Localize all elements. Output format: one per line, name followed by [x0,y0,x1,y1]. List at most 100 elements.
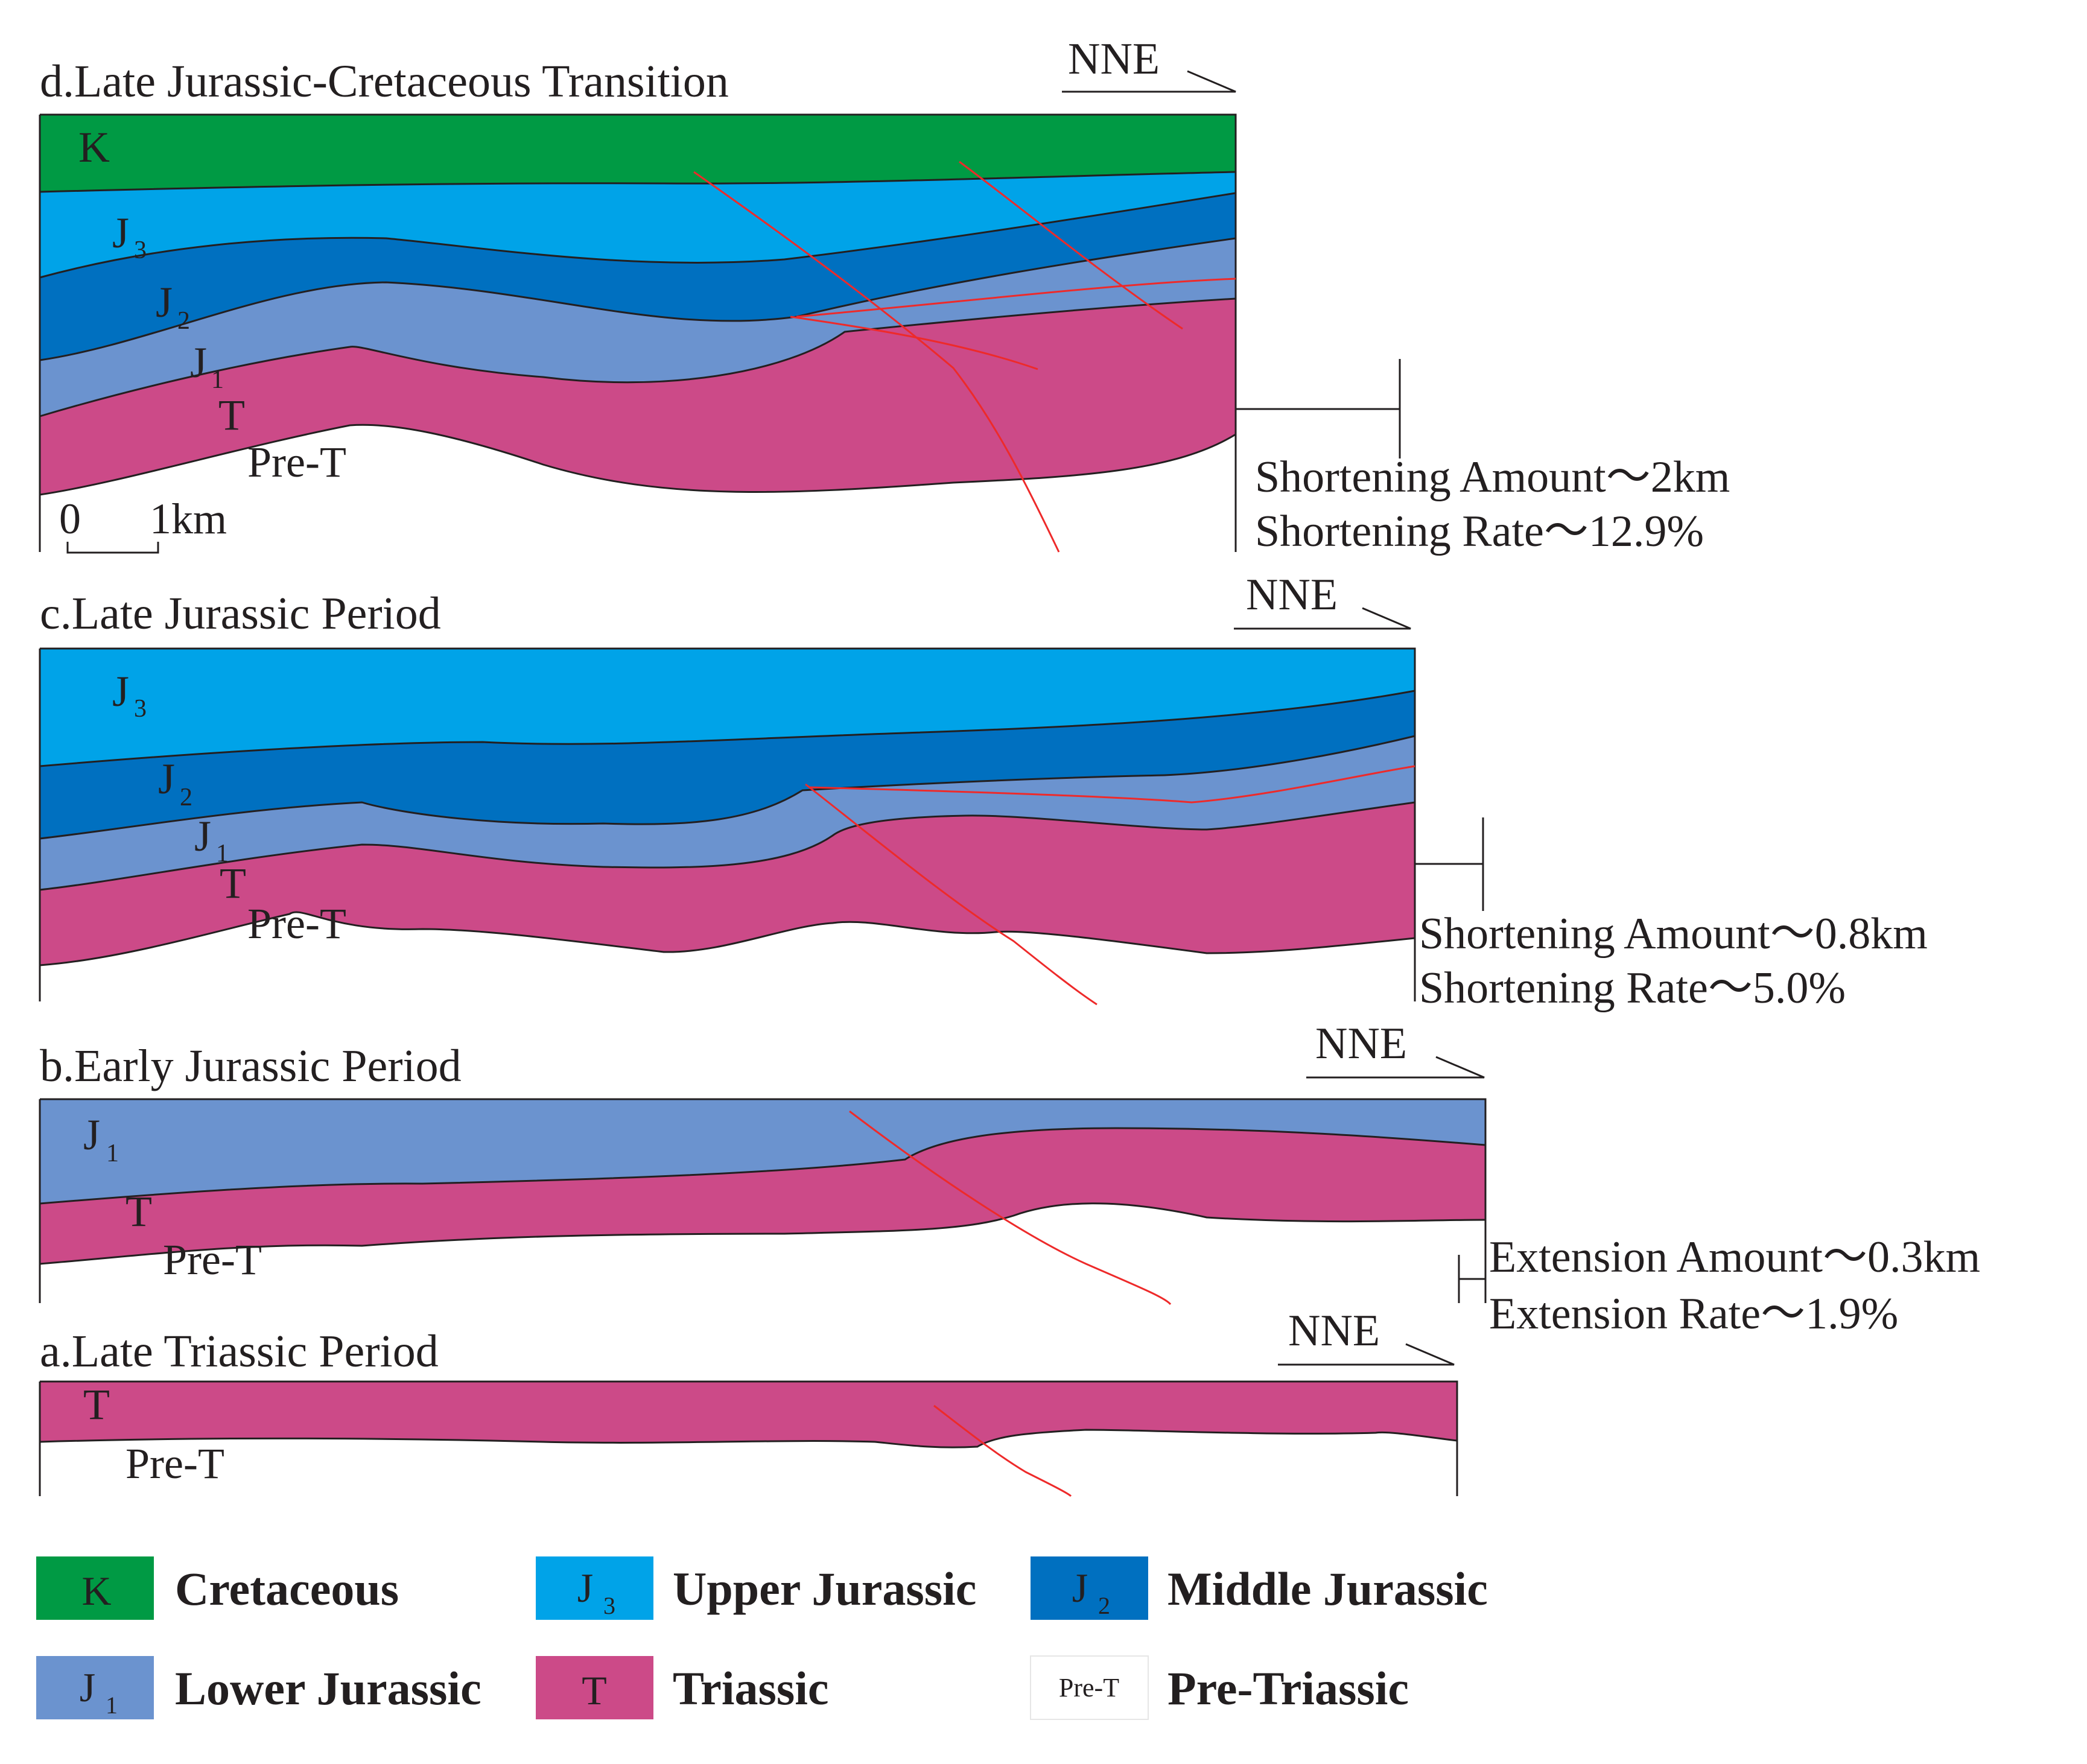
legend-item-middle-jurassic: J 2 Middle Jurassic [1031,1556,1488,1620]
panel-b-extension-amount: Extension Amount～0.3km [1489,1233,1980,1282]
legend-label-triassic: Triassic [673,1662,829,1715]
panel-d-label-j2: J [156,278,173,326]
panel-c-label-pret: Pre-T [247,899,346,948]
panel-c-label-j2-sub: 2 [180,784,192,811]
panel-c-title: c.Late Jurassic Period [40,588,441,639]
panel-c-label-j3: J [112,667,129,715]
panel-a-title: a.Late Triassic Period [40,1326,439,1377]
panel-c-layer-lower-jurassic [40,736,1415,890]
panel-c: c.Late Jurassic Period NNE J 3 J 2 J 1 T… [39,570,1928,1013]
panel-c-layer-triassic [40,802,1415,965]
legend-sub-middle-jurassic: 2 [1098,1592,1110,1619]
legend-symbol-upper-jurassic: J [577,1565,593,1611]
panel-a-layer-triassic [40,1382,1457,1448]
panel-c-shortening-amount: Shortening Amount～0.8km [1419,909,1928,959]
panel-d-fault-secondary [959,160,1183,330]
legend-swatch-triassic [536,1656,653,1719]
legend: K Cretaceous J 3 Upper Jurassic J 2 Midd… [36,1556,1488,1720]
panel-b-boundary-j1-t [39,1127,1486,1205]
panel-d-scale-bar: 0 1km [59,495,227,554]
panel-b-title: b.Early Jurassic Period [40,1041,462,1091]
panel-a-direction-arrow: NNE [1278,1306,1455,1366]
panel-d-boundary-j1-t [39,297,1236,417]
panel-a-label-t: T [83,1380,110,1429]
panel-b-layer-lower-jurassic [40,1099,1485,1204]
panel-d-layer-lower-jurassic [40,238,1236,416]
panel-d-frame [40,113,1237,552]
panel-d-direction-label: NNE [1068,34,1160,84]
panel-b-label-pret: Pre-T [163,1236,262,1284]
legend-label-pre-triassic: Pre-Triassic [1167,1662,1409,1715]
panel-b-boundary-t-pret [39,1202,1486,1265]
legend-symbol-triassic: T [582,1667,607,1713]
panel-c-frame [40,647,1416,1001]
panel-a-direction-label: NNE [1288,1306,1380,1356]
panel-b: b.Early Jurassic Period NNE J 1 T Pre-T … [39,1019,1980,1339]
panel-c-arrow-icon [1234,607,1411,630]
panel-b-fault-main [849,1110,1172,1306]
panel-d-fault-detachment [796,278,1236,318]
panel-d-boundary-k-j3 [39,171,1236,193]
panel-b-extension-rate: Extension Rate～1.9% [1489,1289,1898,1339]
panel-a-frame [40,1380,1458,1496]
panel-c-shortening-rate: Shortening Rate～5.0% [1419,963,1846,1013]
panel-c-label-j1-sub: 1 [216,840,229,868]
legend-label-cretaceous: Cretaceous [175,1563,399,1615]
legend-item-triassic: T Triassic [536,1656,829,1719]
panel-d-label-j1-sub: 1 [211,366,224,394]
panel-b-extension-bracket [1458,1220,1487,1303]
panel-d-arrow-icon [1062,70,1236,93]
legend-item-lower-jurassic: J 1 Lower Jurassic [36,1656,481,1719]
panel-d-boundary-j3-j2 [39,192,1236,279]
panel-d-label-j3-sub: 3 [134,236,147,264]
scale-one-km-label: 1km [150,495,227,543]
panel-b-frame [40,1098,1487,1220]
legend-swatch-cretaceous [36,1556,154,1620]
panel-d-shortening-rate: Shortening Rate～12.9% [1255,507,1704,556]
panel-d-label-j1: J [190,338,207,387]
panel-c-shortening-bracket [1415,817,1484,911]
panel-c-boundary-j3-j2 [39,690,1415,767]
panel-b-label-t: T [125,1187,152,1236]
panel-b-direction-label: NNE [1315,1019,1407,1068]
panel-c-label-t: T [220,859,246,907]
panel-b-label-j1-sub: 1 [106,1140,119,1167]
legend-label-upper-jurassic: Upper Jurassic [673,1563,976,1615]
legend-swatch-lower-jurassic [36,1656,154,1719]
panel-d-fault-thrust-lower [790,316,1038,370]
panel-d-layer-triassic [40,299,1236,495]
legend-symbol-cretaceous: K [81,1568,111,1614]
panel-c-layer-upper-jurassic [40,649,1415,766]
legend-symbol-pre-triassic: Pre-T [1059,1673,1119,1702]
panel-c-layer-middle-jurassic [40,691,1415,839]
panel-d: d.Late Jurassic-Cretaceous Transition NN… [39,34,1730,556]
legend-label-lower-jurassic: Lower Jurassic [175,1662,481,1715]
panel-a-boundary-t-pret [39,1429,1458,1448]
legend-item-pre-triassic: Pre-T Pre-Triassic [1030,1655,1409,1720]
panel-d-title: d.Late Jurassic-Cretaceous Transition [40,56,729,107]
panel-d-shortening-amount: Shortening Amount～2km [1255,452,1730,502]
legend-symbol-lower-jurassic: J [80,1664,95,1710]
panel-c-direction-arrow: NNE [1234,570,1411,630]
panel-c-direction-label: NNE [1246,570,1338,620]
scale-bar-line [66,542,159,554]
panel-b-direction-arrow: NNE [1306,1019,1485,1079]
panel-b-layer-triassic [40,1128,1485,1264]
panel-a-fault-main [933,1404,1072,1497]
panel-d-boundary-j2-j1 [39,237,1236,361]
panel-d-label-k: K [78,123,110,171]
panel-d-layer-upper-jurassic [40,172,1236,278]
legend-label-middle-jurassic: Middle Jurassic [1167,1563,1488,1615]
panel-d-label-j2-sub: 2 [177,307,190,335]
panel-c-boundary-j1-t [39,801,1415,891]
panel-c-boundary-j2-j1 [39,735,1415,840]
legend-swatch-pre-triassic [1030,1655,1149,1720]
panel-d-boundary-t-pret [39,424,1236,496]
panel-c-label-j3-sub: 3 [134,695,147,723]
scale-zero-label: 0 [59,495,81,543]
panel-b-label-j1: J [83,1111,100,1159]
panel-c-fault-detachment [808,765,1415,804]
legend-swatch-upper-jurassic [536,1556,653,1620]
panel-d-direction-arrow: NNE [1062,34,1236,93]
